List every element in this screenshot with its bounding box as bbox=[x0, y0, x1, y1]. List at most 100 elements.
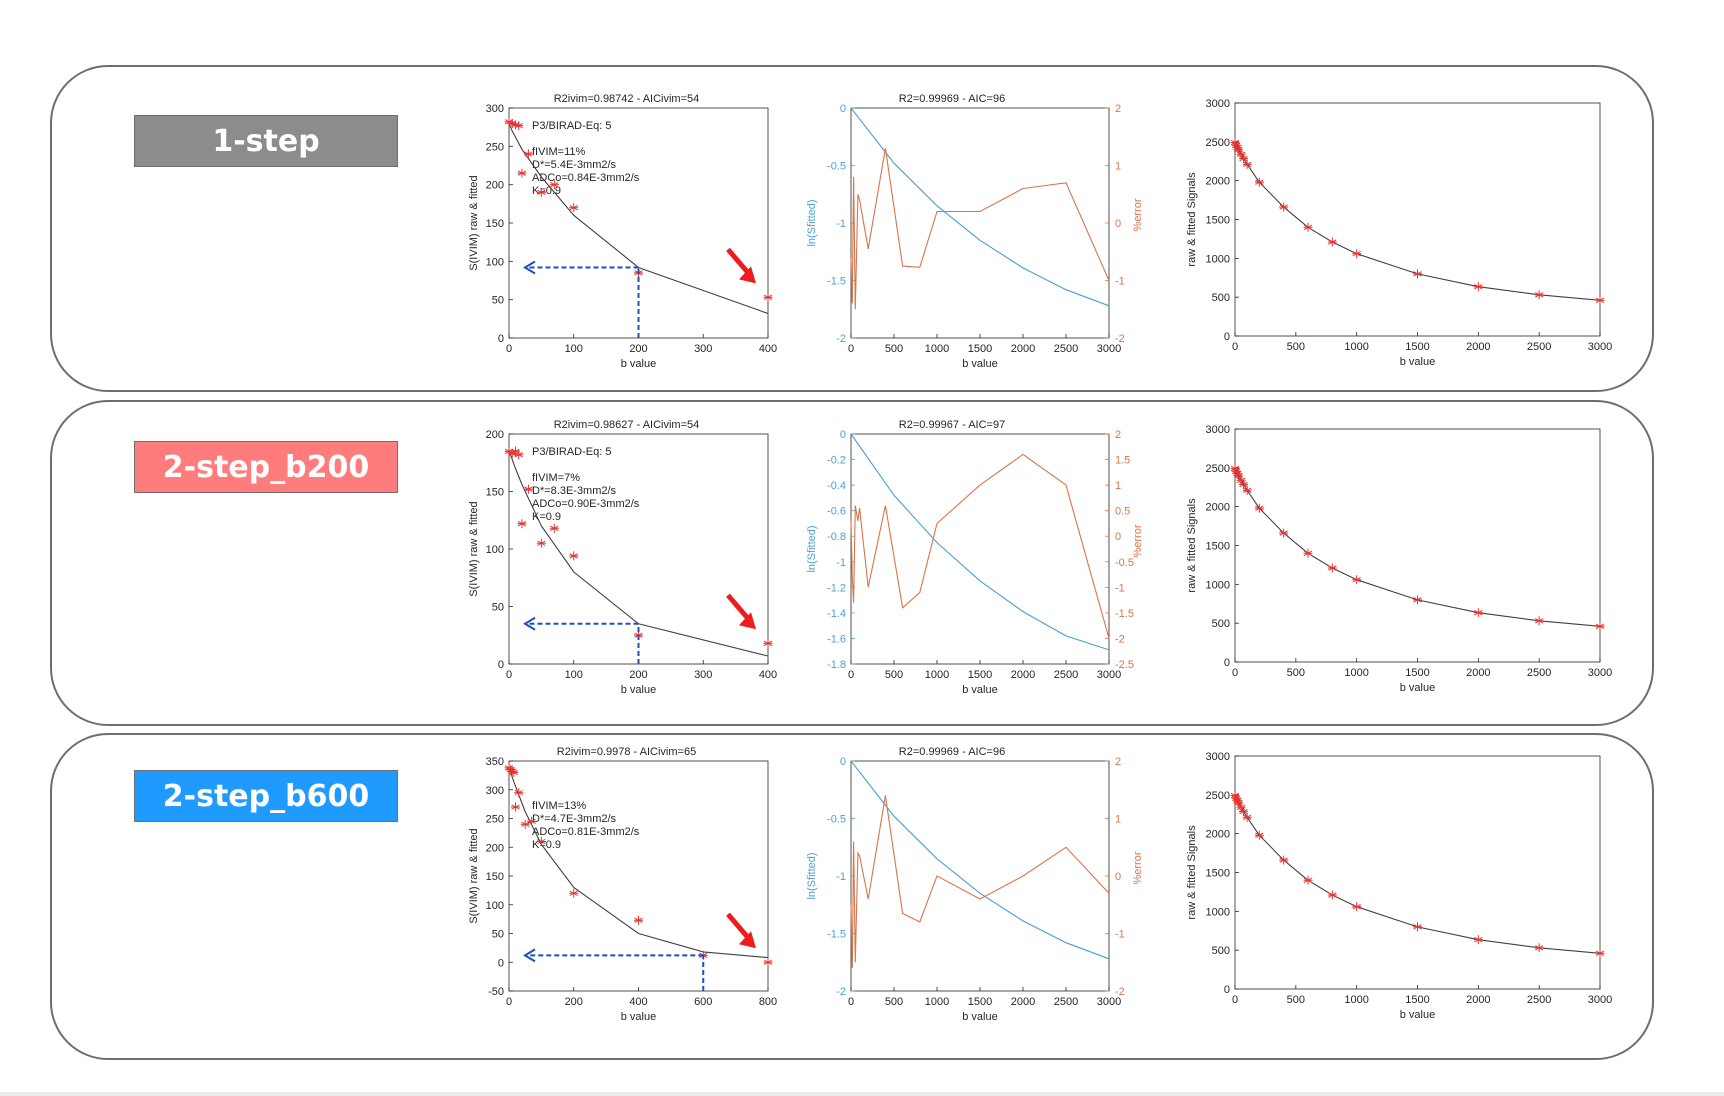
row1-signal-raw-point bbox=[1279, 202, 1289, 212]
row2-signal-y-tick-label: 3000 bbox=[1206, 424, 1230, 436]
row2-ivim-x-tick-label: 0 bbox=[506, 669, 512, 681]
row2-ivim-x-tick-label: 100 bbox=[565, 669, 583, 681]
row3-ivim-ylabel: S(IVIM) raw & fitted bbox=[468, 828, 480, 923]
row2-ln-x-tick-label: 500 bbox=[885, 669, 903, 681]
method-label-1-step: 1-step bbox=[134, 115, 398, 167]
row3-signal-x-tick-label: 0 bbox=[1232, 994, 1238, 1006]
row3-signal-raw-point bbox=[1279, 855, 1289, 865]
row3-highlight-arrow-head bbox=[739, 931, 756, 949]
row1-ln-title: R2=0.99969 - AIC=96 bbox=[899, 93, 1005, 105]
row1-ivim-annotation-line: P3/BIRAD-Eq: 5 bbox=[532, 120, 611, 132]
row2-ln-ylabel-left: ln(Sfitted) bbox=[806, 525, 818, 572]
row3-ivim-y-tick-label: 100 bbox=[486, 900, 504, 912]
row3-signal-plot-frame bbox=[1234, 755, 1601, 990]
row3-ln-x-tick-label: 0 bbox=[848, 996, 854, 1008]
row3-ivim-raw-point bbox=[634, 915, 643, 925]
row1-signal-x-tick-label: 1000 bbox=[1344, 341, 1368, 353]
row1-ln-y-right-tick-label: 1 bbox=[1115, 161, 1121, 173]
row1-ivim-x-tick-label: 200 bbox=[629, 343, 647, 355]
row2-ivim-raw-point bbox=[549, 523, 559, 533]
row3-ln-y-tick-label: -1 bbox=[836, 871, 846, 883]
row2-ivim-y-tick-label: 100 bbox=[486, 544, 504, 556]
row2-ln-y-right-tick-label: 2 bbox=[1115, 429, 1121, 441]
row3-ivim-raw-point bbox=[536, 837, 546, 846]
row1-ln-y-right-tick-label: 2 bbox=[1115, 103, 1121, 115]
row3-ivim-x-tick-label: 600 bbox=[694, 996, 712, 1008]
row2-ln-x-tick-label: 1500 bbox=[968, 669, 992, 681]
row1-signal-y-tick-label: 500 bbox=[1212, 292, 1230, 304]
row2-ln-y-tick-label: -0.6 bbox=[827, 506, 846, 518]
row3-signal-y-tick-label: 2000 bbox=[1206, 829, 1230, 841]
row2-ivim-raw-point bbox=[514, 450, 524, 460]
row2-signal-y-tick-label: 1500 bbox=[1206, 541, 1230, 553]
row2-ln-y-tick-label: -0.8 bbox=[827, 531, 846, 543]
row3-ln-x-tick-label: 1000 bbox=[925, 996, 949, 1008]
row1-ivim-raw-point bbox=[517, 168, 527, 178]
row2-ln-y-right-tick-label: -1.5 bbox=[1115, 608, 1134, 620]
row3-ln-y-right-tick-label: -1 bbox=[1115, 929, 1125, 941]
row3-ivim-y-tick-label: 250 bbox=[486, 814, 504, 826]
row3-ln-title: R2=0.99969 - AIC=96 bbox=[899, 746, 1005, 758]
row1-ln-y-tick-label: -0.5 bbox=[827, 161, 846, 173]
row1-signal-xlabel: b value bbox=[1400, 356, 1435, 368]
row1-ln-y-right-tick-label: -1 bbox=[1115, 276, 1125, 288]
row1-ivim-y-tick-label: 250 bbox=[486, 141, 504, 153]
row2-signal-raw-point bbox=[1254, 503, 1264, 513]
row2-ln-y-right-tick-label: -2.5 bbox=[1115, 659, 1134, 671]
row2-ln-x-tick-label: 1000 bbox=[925, 669, 949, 681]
row3-ivim-x-tick-label: 0 bbox=[506, 996, 512, 1008]
row3-signal-raw-point bbox=[1534, 943, 1544, 953]
row2-signal-y-tick-label: 2000 bbox=[1206, 502, 1230, 514]
row2-ivim-marker-arrowhead bbox=[523, 616, 536, 631]
row3-signal-raw-point bbox=[1413, 922, 1422, 932]
row3-signal-y-tick-label: 1000 bbox=[1206, 906, 1230, 918]
row1-ivim-y-tick-label: 300 bbox=[486, 103, 504, 115]
row2-ivim-raw-point bbox=[517, 519, 527, 529]
row2-ivim-annotation-line: K=0.9 bbox=[532, 511, 561, 523]
row1-ln-x-tick-label: 1000 bbox=[925, 343, 949, 355]
row1-ivim-y-tick-label: 50 bbox=[492, 295, 504, 307]
row1-ln-y-tick-label: -1.5 bbox=[827, 276, 846, 288]
row2-signal-x-tick-label: 0 bbox=[1232, 667, 1238, 679]
row2-ivim-raw-point bbox=[536, 538, 546, 548]
row3-ivim-plot-frame bbox=[508, 760, 769, 992]
row2-ln-y-tick-label: -0.4 bbox=[827, 480, 846, 492]
row2-signal-x-tick-label: 1000 bbox=[1344, 667, 1368, 679]
row3-signal-raw-point bbox=[1242, 812, 1252, 822]
row2-ln-plot-frame bbox=[850, 433, 1110, 665]
row3-ivim-raw-point bbox=[520, 819, 530, 829]
row3-ivim-y-tick-label: 50 bbox=[492, 929, 504, 941]
row1-signal-x-tick-label: 2000 bbox=[1466, 341, 1490, 353]
row3-ivim-y-tick-label: 350 bbox=[486, 756, 504, 768]
row2-ivim-annotation-line: P3/BIRAD-Eq: 5 bbox=[532, 446, 611, 458]
row2-signal-raw-point bbox=[1279, 528, 1289, 538]
row2-ivim-raw-point bbox=[569, 551, 579, 561]
row2-ln-xlabel: b value bbox=[962, 684, 997, 696]
row2-ln-y-tick-label: -1.8 bbox=[827, 659, 846, 671]
row3-ivim-title: R2ivim=0.9978 - AICivim=65 bbox=[557, 746, 696, 758]
row3-signal-raw-point bbox=[1254, 830, 1264, 840]
row2-ln-y-right-tick-label: -2 bbox=[1115, 633, 1125, 645]
row3-ln-y-tick-label: -2 bbox=[836, 986, 846, 998]
row1-highlight-arrow-head bbox=[739, 266, 756, 284]
row1-ln-plot-frame bbox=[850, 107, 1110, 339]
row2-signal-raw-point bbox=[1303, 548, 1313, 558]
row1-ivim-annotation-line: fIVIM=11% bbox=[532, 146, 586, 158]
row1-signal-fit-line bbox=[1234, 142, 1601, 301]
row3-ivim-x-tick-label: 800 bbox=[759, 996, 777, 1008]
row2-ivim-x-tick-label: 300 bbox=[694, 669, 712, 681]
row3-ivim-xlabel: b value bbox=[621, 1011, 656, 1023]
row3-ivim-annotation-line: D*=4.7E-3mm2/s bbox=[532, 813, 617, 825]
row3-ivim-y-tick-label: 0 bbox=[498, 957, 504, 969]
row3-ivim-x-tick-label: 400 bbox=[629, 996, 647, 1008]
row2-ln-ylabel-right: %error bbox=[1132, 524, 1144, 557]
row2-ln-x-tick-label: 3000 bbox=[1097, 669, 1121, 681]
row3-ivim-raw-point bbox=[514, 788, 524, 798]
row2-ln-y-tick-label: 0 bbox=[840, 429, 846, 441]
row3-ln-x-tick-label: 2500 bbox=[1054, 996, 1078, 1008]
row1-ln-x-tick-label: 0 bbox=[848, 343, 854, 355]
row1-signal-plot-frame bbox=[1234, 102, 1601, 337]
row1-ivim-y-tick-label: 100 bbox=[486, 256, 504, 268]
row3-signal-raw-point bbox=[1303, 875, 1313, 885]
row2-ivim-ylabel: S(IVIM) raw & fitted bbox=[468, 501, 480, 596]
